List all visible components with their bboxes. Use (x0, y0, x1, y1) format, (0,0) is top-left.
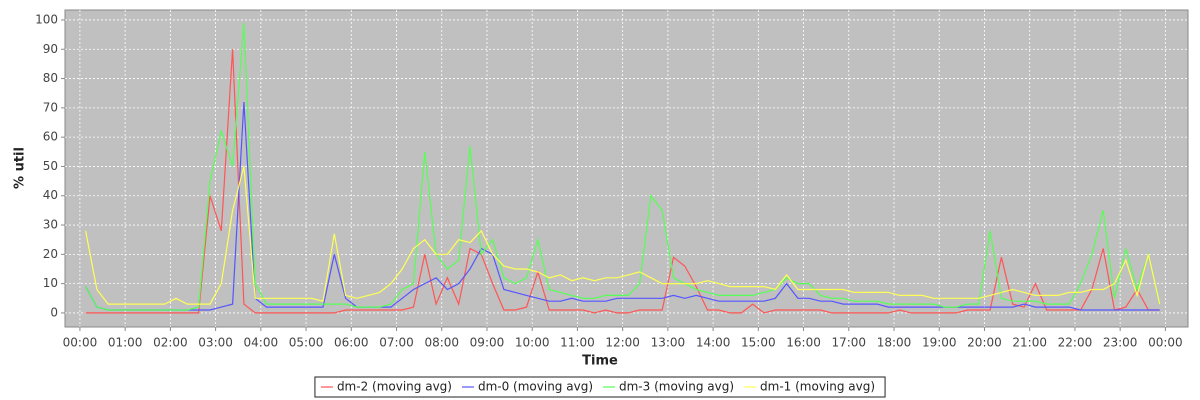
series-line (85, 49, 1160, 314)
x-tick-label: 06:00 (334, 336, 369, 350)
x-tick-label: 18:00 (877, 336, 912, 350)
x-tick-label: 23:00 (1103, 336, 1138, 350)
x-tick-label: 00:00 (63, 336, 98, 350)
legend-label: dm-1 (moving avg) (760, 380, 875, 394)
y-tick-label: 20 (43, 247, 58, 261)
y-tick-label: 50 (43, 159, 58, 173)
x-tick-label: 01:00 (108, 336, 143, 350)
legend-label: dm-3 (moving avg) (619, 380, 734, 394)
x-axis-title: Time (582, 354, 618, 369)
y-tick-label: 70 (43, 100, 58, 114)
y-axis-title: % util (13, 147, 28, 189)
x-tick-label: 17:00 (831, 336, 866, 350)
series-line (85, 166, 1161, 305)
x-tick-label: 14:00 (696, 336, 731, 350)
series-line (85, 22, 1161, 311)
y-tick-label: 80 (43, 71, 58, 85)
x-tick-label: 15:00 (741, 336, 776, 350)
x-tick-label: 00:00 (1148, 336, 1183, 350)
x-tick-label: 08:00 (424, 336, 459, 350)
x-tick-label: 21:00 (1012, 336, 1047, 350)
legend-box (314, 376, 886, 398)
x-tick-label: 20:00 (967, 336, 1002, 350)
legend: dm-2 (moving avg) dm-0 (moving avg) dm-3 (… (314, 376, 886, 398)
x-tick-label: 07:00 (379, 336, 414, 350)
x-tick-label: 04:00 (244, 336, 279, 350)
y-tick-label: 100 (35, 12, 58, 26)
legend-label: dm-0 (moving avg) (478, 380, 593, 394)
x-tick-label: 02:00 (153, 336, 188, 350)
x-tick-label: 19:00 (922, 336, 957, 350)
series-line (85, 101, 1160, 311)
x-tick-label: 05:00 (289, 336, 324, 350)
y-tick-label: 60 (43, 130, 58, 144)
y-tick-label: 40 (43, 188, 58, 202)
x-tick-label: 03:00 (198, 336, 233, 350)
x-tick-label: 10:00 (515, 336, 550, 350)
x-tick-label: 11:00 (560, 336, 595, 350)
legend-label: dm-2 (moving avg) (337, 380, 452, 394)
x-tick-label: 22:00 (1058, 336, 1093, 350)
y-tick-label: 30 (43, 218, 58, 232)
x-tick-label: 16:00 (786, 336, 821, 350)
y-tick-label: 10 (43, 276, 58, 290)
y-tick-label: 90 (43, 42, 58, 56)
x-tick-label: 12:00 (605, 336, 640, 350)
x-tick-label: 09:00 (470, 336, 505, 350)
y-tick-label: 0 (50, 305, 58, 319)
plot-area (64, 9, 1189, 328)
x-tick-label: 13:00 (651, 336, 686, 350)
